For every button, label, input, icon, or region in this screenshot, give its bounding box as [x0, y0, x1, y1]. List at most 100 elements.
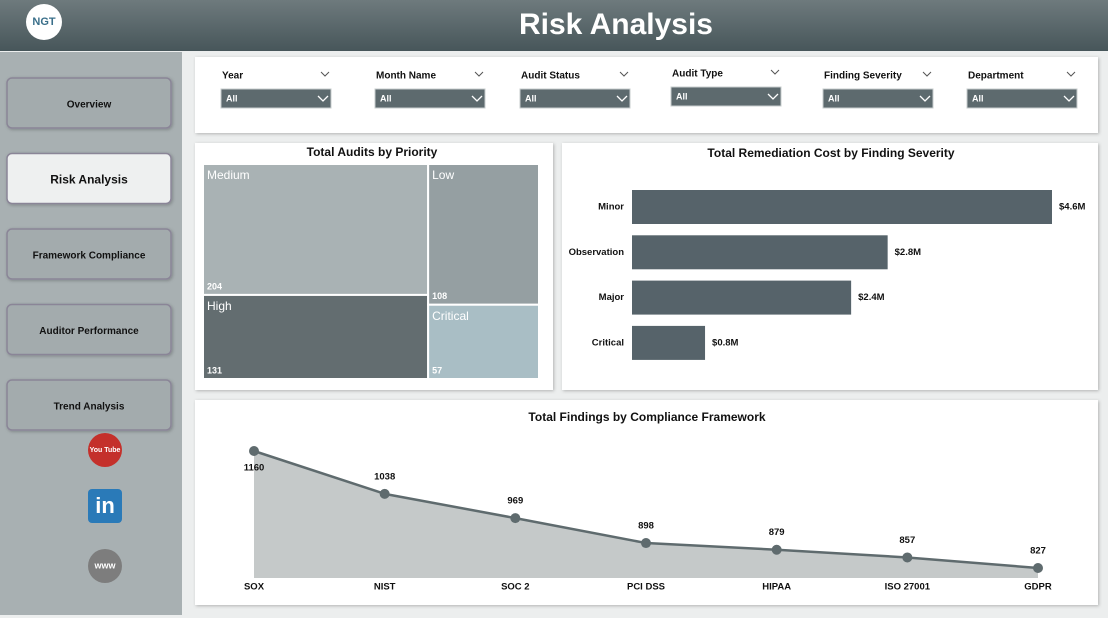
cell-label: Low [432, 168, 454, 182]
bar-category: Observation [569, 247, 625, 258]
nav-label: Framework Compliance [33, 251, 146, 262]
dropdown-chevron [1063, 95, 1075, 102]
logo-text: NGT [32, 16, 56, 28]
chart-title: Total Remediation Cost by Finding Severi… [707, 146, 954, 160]
point-label: 969 [507, 496, 523, 507]
cell-value: 204 [207, 281, 222, 291]
filter-dropdown[interactable] [519, 88, 631, 109]
bar-value-label: $4.6M [1059, 202, 1085, 213]
point-label: 1038 [374, 471, 395, 482]
filter-chevron [320, 71, 330, 77]
web-label: www [93, 560, 116, 570]
filter-panel [195, 57, 1098, 133]
nav-button[interactable] [6, 77, 172, 129]
point-label: 1160 [244, 463, 265, 474]
filter-value: All [972, 93, 984, 103]
bar [632, 235, 888, 270]
point [641, 538, 651, 549]
point [379, 488, 390, 499]
nav-label: Auditor Performance [39, 326, 139, 337]
area-fill [254, 451, 1038, 578]
dropdown-chevron [616, 95, 628, 102]
cell-value: 57 [432, 365, 442, 375]
bar-value-label: $2.4M [858, 292, 884, 303]
point [902, 552, 913, 563]
cell-label: Critical [432, 309, 469, 323]
nav-label: Trend Analysis [54, 402, 125, 413]
x-tick-label: ISO 27001 [885, 582, 931, 593]
x-tick-label: SOX [244, 582, 265, 593]
filter-dropdown[interactable] [822, 88, 934, 109]
cell-value: 131 [207, 365, 222, 375]
cell-label: Medium [207, 168, 250, 182]
filter-dropdown[interactable] [966, 88, 1078, 109]
nav-button[interactable] [6, 228, 172, 280]
dropdown-chevron [767, 93, 779, 100]
point [249, 446, 259, 456]
x-tick-label: NIST [374, 582, 396, 593]
filter-dropdown[interactable] [374, 88, 486, 109]
cell-label: High [207, 299, 232, 313]
dropdown-chevron [317, 95, 329, 102]
bar-value-label: $2.8M [895, 247, 921, 258]
point-label: 879 [769, 527, 785, 538]
nav-button[interactable] [6, 379, 172, 431]
filter-value: All [525, 93, 537, 103]
linkedin-label: in [95, 493, 115, 518]
youtube-icon[interactable] [88, 433, 122, 467]
filter-value: All [828, 93, 840, 103]
filter-label: Finding Severity [824, 71, 902, 82]
filter-chevron [770, 69, 780, 75]
header-bar [0, 0, 1108, 51]
filter-chevron [1066, 71, 1076, 77]
treemap-cell [202, 293, 430, 381]
treemap-cell [427, 303, 540, 380]
bar-category: Minor [598, 202, 624, 213]
youtube-label: You Tube [90, 447, 121, 454]
x-tick-label: GDPR [1024, 582, 1052, 593]
x-tick-label: SOC 2 [501, 582, 530, 593]
filter-dropdown[interactable] [220, 88, 332, 109]
chart-title: Total Audits by Priority [307, 145, 438, 159]
bar [632, 325, 706, 360]
linkedin-icon[interactable] [88, 489, 122, 523]
filter-label: Year [222, 71, 243, 82]
point-label: 857 [899, 535, 915, 546]
cell-value: 108 [432, 291, 447, 301]
chart-title: Total Findings by Compliance Framework [528, 410, 765, 424]
filter-chevron [474, 71, 484, 77]
x-tick-label: PCI DSS [627, 582, 665, 593]
bar-category: Major [599, 292, 625, 303]
logo [26, 4, 62, 40]
point [771, 544, 782, 555]
nav-button[interactable] [6, 303, 172, 356]
treemap-cell [427, 163, 540, 306]
filter-value: All [226, 93, 238, 103]
filter-chevron [619, 71, 629, 77]
nav-button[interactable] [6, 152, 172, 205]
nav-label: Risk Analysis [50, 173, 128, 187]
bar-value-label: $0.8M [712, 337, 738, 348]
filter-value: All [676, 91, 688, 101]
filter-label: Audit Type [672, 69, 723, 80]
filter-label: Audit Status [521, 71, 580, 82]
dropdown-chevron [919, 95, 931, 102]
filter-value: All [380, 93, 392, 103]
filter-dropdown[interactable] [670, 86, 782, 107]
page-title: Risk Analysis [519, 8, 713, 41]
point-label: 898 [638, 521, 654, 532]
bar [632, 190, 1052, 224]
point [510, 513, 521, 524]
point-label: 827 [1030, 546, 1046, 557]
dropdown-chevron [471, 95, 483, 102]
point [1033, 563, 1043, 573]
nav-label: Overview [67, 100, 112, 111]
bar-category: Critical [592, 337, 624, 348]
filter-label: Month Name [376, 71, 436, 82]
web-icon[interactable] [88, 549, 122, 583]
treemap-cell [202, 163, 430, 296]
filter-label: Department [968, 71, 1024, 82]
x-tick-label: HIPAA [762, 582, 791, 593]
